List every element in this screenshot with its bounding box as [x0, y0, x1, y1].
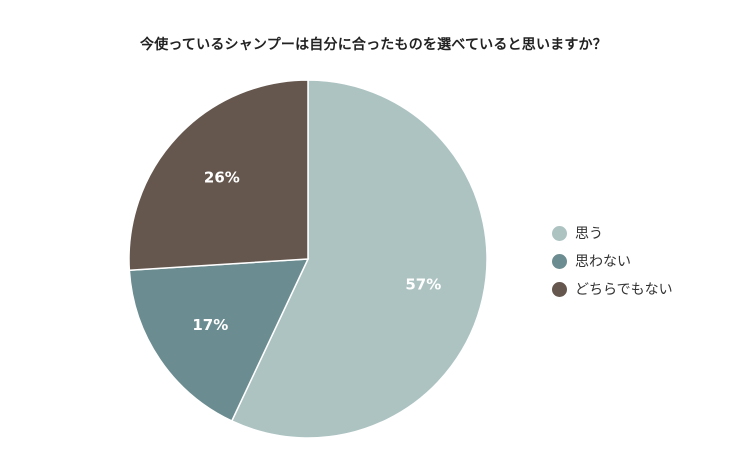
legend-item: 思う: [552, 219, 673, 247]
slice-value-label: 26%: [204, 169, 240, 187]
legend-label: 思わない: [575, 254, 631, 270]
pie-slice-2: [128, 258, 310, 422]
legend-label: 思う: [575, 226, 603, 242]
legend-label: どちらでもない: [575, 282, 673, 298]
slice-value-label: 17%: [192, 316, 228, 334]
legend-item: どちらでもない: [552, 275, 673, 303]
legend-swatch: [552, 281, 567, 297]
pie-slice-1: [230, 79, 488, 439]
legend: 思う思わないどちらでもない: [552, 219, 673, 303]
slice-value-label: 57%: [405, 275, 441, 293]
legend-swatch: [552, 225, 567, 241]
pie-slice-3: [128, 79, 309, 272]
legend-item: 思わない: [552, 247, 673, 275]
legend-swatch: [552, 253, 567, 269]
chart-title: 今使っているシャンプーは自分に合ったものを選べていると思いますか？: [140, 37, 607, 53]
